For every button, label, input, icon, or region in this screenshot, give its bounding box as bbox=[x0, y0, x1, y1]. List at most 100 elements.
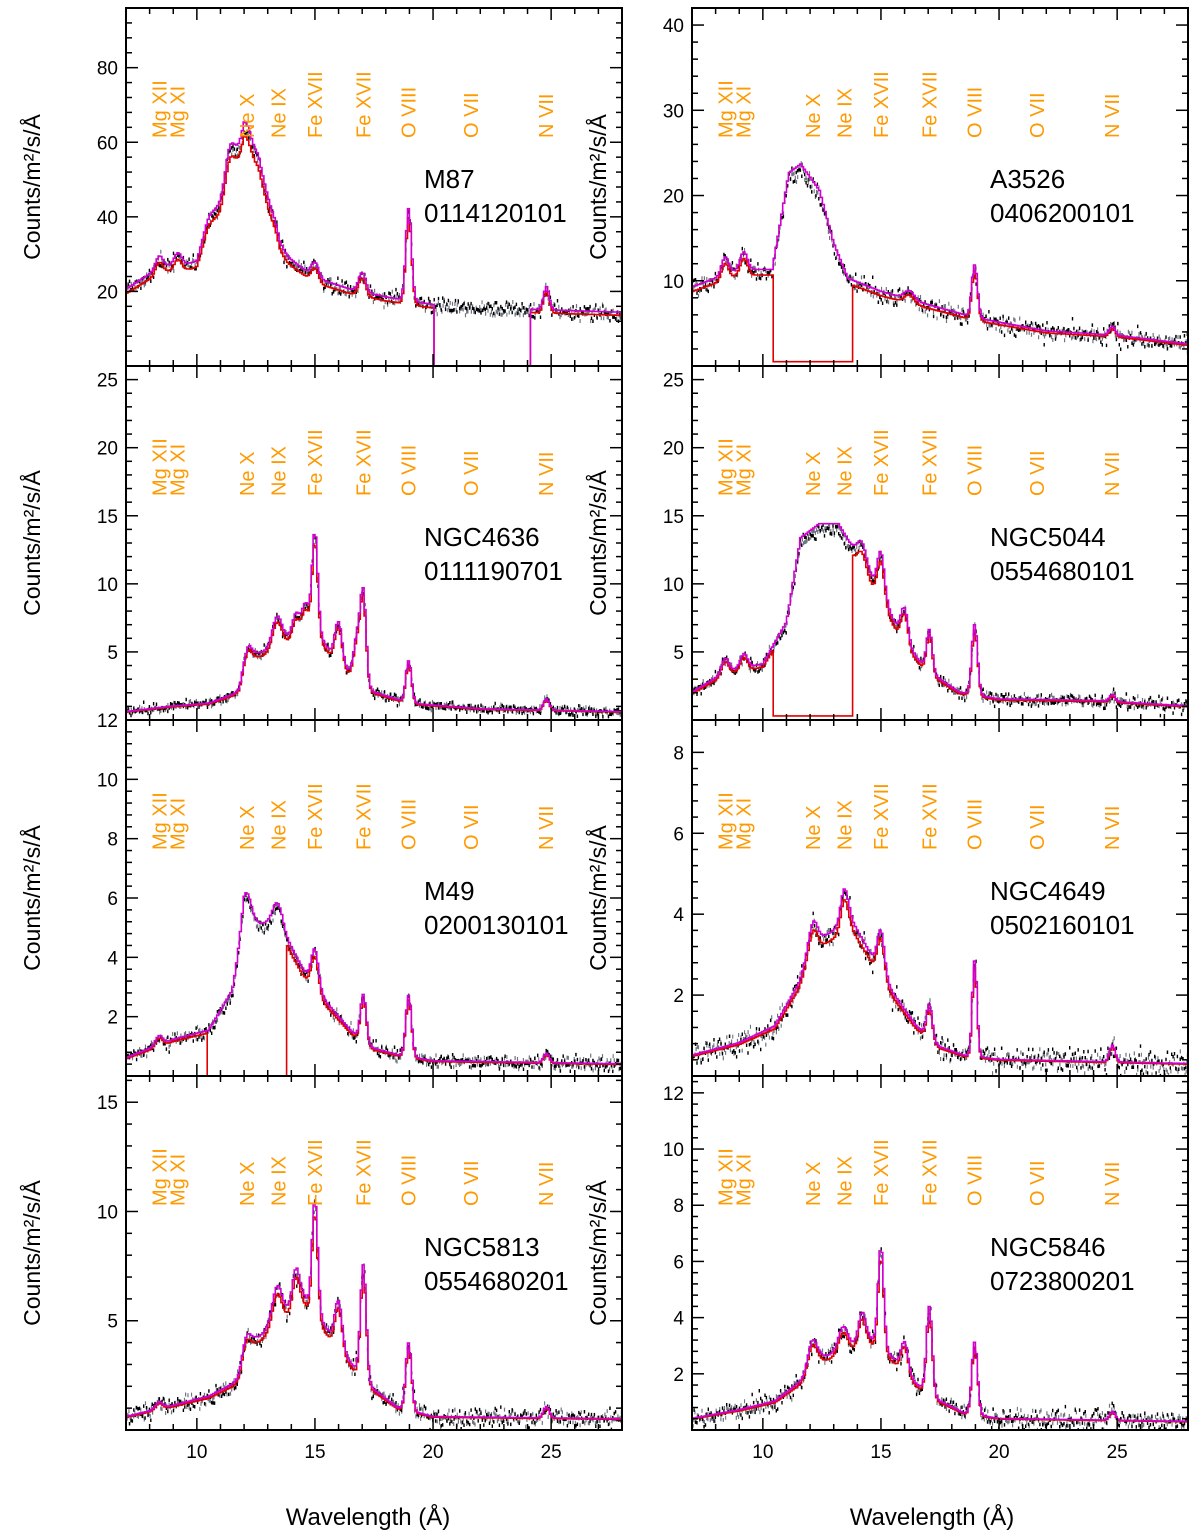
object-name: M87 bbox=[424, 164, 475, 194]
object-name: NGC5044 bbox=[990, 522, 1106, 552]
y-tick-label: 10 bbox=[663, 1140, 684, 1161]
line-label: Mg XI bbox=[167, 86, 189, 138]
line-label: O VII bbox=[1027, 804, 1049, 850]
line-label: Mg XII bbox=[150, 1148, 172, 1206]
line-label: O VII bbox=[1027, 1160, 1049, 1206]
panel-frame bbox=[691, 719, 1189, 1077]
data-series-rgs1 bbox=[126, 1198, 622, 1430]
line-label: Mg XI bbox=[733, 1154, 755, 1206]
x-axis-title-left: Wavelength (Å) bbox=[286, 1503, 451, 1531]
line-label: N VII bbox=[1102, 94, 1124, 138]
line-label: O VIII bbox=[399, 799, 421, 850]
model-line-rgs2 bbox=[692, 163, 1188, 345]
x-tick-label: 25 bbox=[1107, 1442, 1128, 1463]
model-line-rgs2 bbox=[692, 522, 1188, 707]
line-label: Ne IX bbox=[268, 800, 290, 850]
line-label: Ne X bbox=[237, 452, 259, 496]
observation-id: 0554680201 bbox=[424, 1266, 569, 1296]
line-label: Mg XII bbox=[150, 80, 172, 138]
y-tick-label: 80 bbox=[97, 59, 118, 80]
line-label: Fe XVII bbox=[305, 783, 327, 850]
y-tick-label: 6 bbox=[107, 889, 118, 910]
y-tick-label: 2 bbox=[673, 986, 684, 1007]
y-tick-label: 25 bbox=[97, 371, 118, 392]
line-label: O VII bbox=[461, 804, 483, 850]
line-label: Ne IX bbox=[834, 446, 856, 496]
model-line-rgs1 bbox=[126, 135, 622, 366]
y-tick-label: 6 bbox=[673, 1252, 684, 1273]
line-label: O VII bbox=[461, 92, 483, 138]
object-name: NGC4649 bbox=[990, 876, 1106, 906]
panel-frame bbox=[125, 365, 623, 721]
panel-frame bbox=[691, 365, 1189, 721]
line-label: Fe XVII bbox=[305, 1139, 327, 1206]
panel-frame bbox=[125, 1075, 623, 1431]
line-label: O VIII bbox=[965, 799, 987, 850]
y-axis-title: Counts/m²/s/Å bbox=[18, 824, 45, 970]
plot-area bbox=[126, 1198, 622, 1430]
y-tick-label: 12 bbox=[663, 1084, 684, 1105]
line-label: Fe XVII bbox=[871, 1139, 893, 1206]
line-label: O VIII bbox=[965, 87, 987, 138]
y-tick-label: 10 bbox=[97, 1202, 118, 1223]
line-label: O VII bbox=[1027, 450, 1049, 496]
y-tick-label: 4 bbox=[673, 905, 684, 926]
y-tick-label: 10 bbox=[663, 272, 684, 293]
line-label: O VIII bbox=[399, 87, 421, 138]
line-label: Ne X bbox=[237, 806, 259, 850]
line-label: N VII bbox=[536, 452, 558, 496]
line-label: Mg XII bbox=[716, 792, 738, 850]
y-axis-title: Counts/m²/s/Å bbox=[584, 824, 611, 970]
plot-area bbox=[692, 1247, 1188, 1430]
plot-area bbox=[692, 522, 1188, 718]
y-tick-label: 2 bbox=[673, 1365, 684, 1386]
observation-id: 0114120101 bbox=[424, 198, 567, 228]
y-tick-label: 60 bbox=[97, 133, 118, 154]
panel-frame bbox=[125, 7, 623, 367]
y-tick-label: 20 bbox=[663, 187, 684, 208]
x-tick-label: 20 bbox=[988, 1442, 1009, 1463]
plot-area bbox=[126, 121, 622, 366]
observation-id: 0406200101 bbox=[990, 198, 1135, 228]
y-axis-title: Counts/m²/s/Å bbox=[18, 113, 45, 259]
line-label: Mg XII bbox=[150, 438, 172, 496]
model-line-rgs2 bbox=[692, 1250, 1188, 1423]
x-tick-label: 15 bbox=[304, 1442, 325, 1463]
y-tick-label: 15 bbox=[97, 507, 118, 528]
line-label: O VII bbox=[461, 450, 483, 496]
model-line-rgs1 bbox=[692, 257, 1188, 363]
line-label: O VIII bbox=[399, 445, 421, 496]
y-tick-label: 15 bbox=[97, 1093, 118, 1114]
model-line-rgs2 bbox=[126, 533, 622, 713]
line-label: Mg XI bbox=[167, 798, 189, 850]
observation-id: 0200130101 bbox=[424, 910, 569, 940]
line-label: Fe XVII bbox=[919, 1139, 941, 1206]
object-name: M49 bbox=[424, 876, 475, 906]
line-label: Ne IX bbox=[834, 800, 856, 850]
line-label: Ne X bbox=[803, 806, 825, 850]
line-label: Ne X bbox=[237, 1162, 259, 1206]
y-tick-label: 5 bbox=[673, 643, 684, 664]
line-label: Mg XI bbox=[733, 86, 755, 138]
line-label: Fe XVII bbox=[871, 783, 893, 850]
data-series-rgs2 bbox=[692, 523, 1188, 713]
model-line-rgs2 bbox=[126, 1203, 622, 1420]
y-axis-title: Counts/m²/s/Å bbox=[584, 1179, 611, 1325]
model-line-rgs1 bbox=[126, 945, 622, 1076]
line-label: Mg XII bbox=[716, 1148, 738, 1206]
observation-id: 0723800201 bbox=[990, 1266, 1135, 1296]
model-line-rgs2 bbox=[692, 888, 1188, 1065]
y-tick-label: 2 bbox=[107, 1008, 118, 1029]
line-label: Ne IX bbox=[834, 88, 856, 138]
object-name: NGC5846 bbox=[990, 1232, 1106, 1262]
line-label: Mg XI bbox=[733, 798, 755, 850]
y-tick-label: 8 bbox=[673, 743, 684, 764]
line-label: N VII bbox=[536, 806, 558, 850]
x-tick-label: 10 bbox=[186, 1442, 207, 1463]
line-label: O VIII bbox=[965, 1155, 987, 1206]
